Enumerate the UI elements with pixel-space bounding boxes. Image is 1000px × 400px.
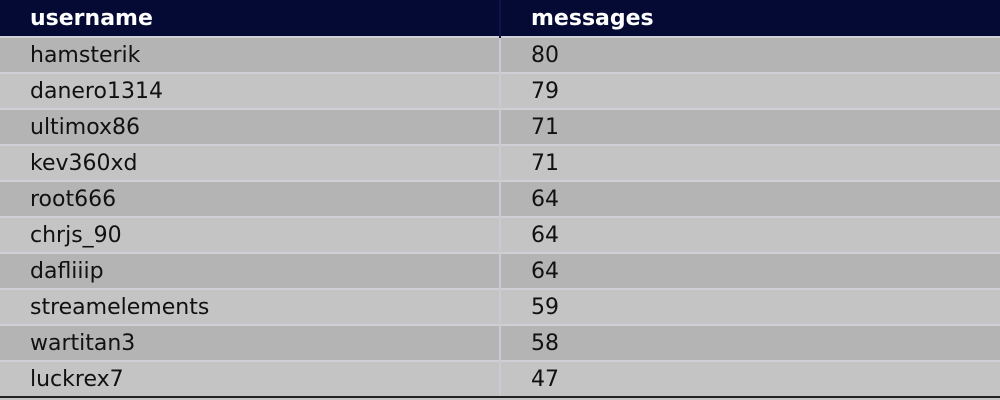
cell-username: streamelements xyxy=(0,288,501,325)
table-row[interactable]: hamsterik 80 xyxy=(0,36,1000,73)
cell-messages: 71 xyxy=(500,144,1000,181)
cell-username: kev360xd xyxy=(0,144,501,181)
table-row[interactable]: ultimox86 71 xyxy=(0,108,1000,145)
cell-messages: 71 xyxy=(500,108,1000,145)
cell-username: danero1314 xyxy=(0,72,501,109)
table-row[interactable]: root666 64 xyxy=(0,180,1000,217)
cell-messages: 79 xyxy=(500,72,1000,109)
cell-messages: 59 xyxy=(500,288,1000,325)
cell-messages: 47 xyxy=(500,360,1000,398)
table-row[interactable]: streamelements 59 xyxy=(0,288,1000,325)
table-row[interactable]: chrjs_90 64 xyxy=(0,216,1000,253)
cell-username: luckrex7 xyxy=(0,360,501,398)
cell-messages: 64 xyxy=(500,180,1000,217)
table-row[interactable]: wartitan3 58 xyxy=(0,324,1000,361)
column-header-messages[interactable]: messages xyxy=(500,0,1000,38)
table-row[interactable]: dafliiip 64 xyxy=(0,252,1000,289)
table-row[interactable]: luckrex7 47 xyxy=(0,360,1000,398)
cell-messages: 64 xyxy=(500,216,1000,253)
cell-messages: 80 xyxy=(500,36,1000,73)
header-row: username messages xyxy=(0,0,1000,38)
cell-username: hamsterik xyxy=(0,36,501,73)
cell-username: chrjs_90 xyxy=(0,216,501,253)
table-row[interactable]: kev360xd 71 xyxy=(0,144,1000,181)
cell-username: wartitan3 xyxy=(0,324,501,361)
column-header-username[interactable]: username xyxy=(0,0,501,38)
table-row[interactable]: danero1314 79 xyxy=(0,72,1000,109)
cell-username: ultimox86 xyxy=(0,108,501,145)
cell-messages: 58 xyxy=(500,324,1000,361)
cell-username: dafliiip xyxy=(0,252,501,289)
cell-username: root666 xyxy=(0,180,501,217)
cell-messages: 64 xyxy=(500,252,1000,289)
